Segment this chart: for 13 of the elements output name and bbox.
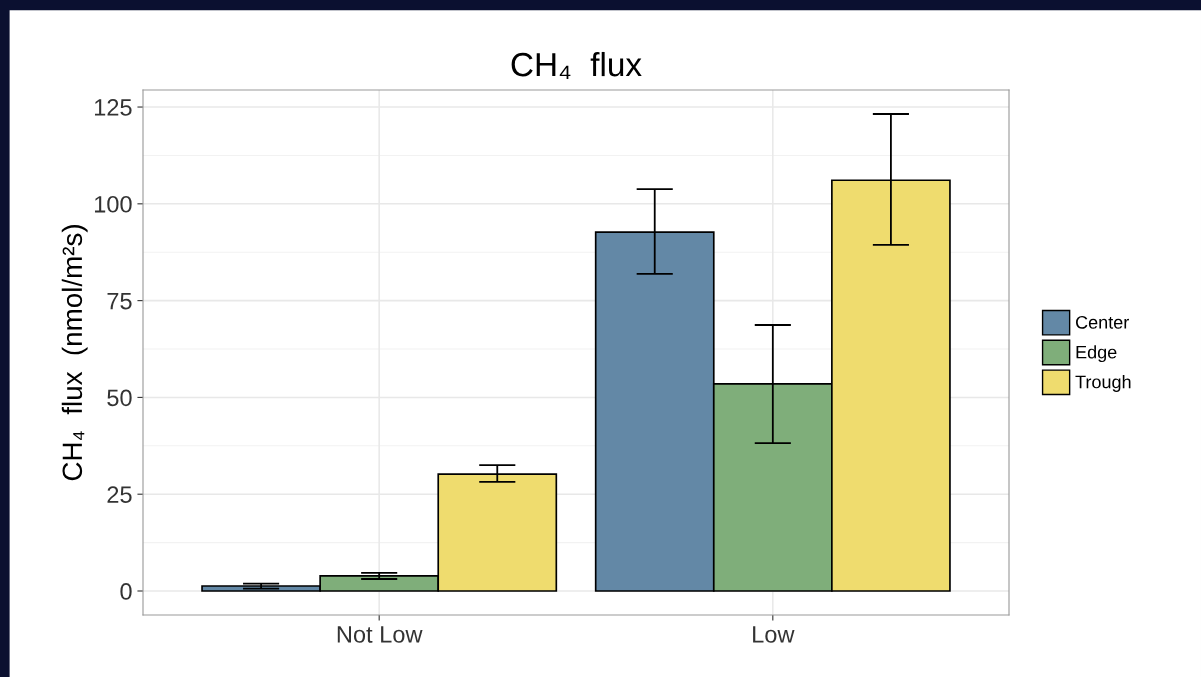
x-tick-label: Low: [753, 626, 795, 643]
y-tick-label: 125: [94, 99, 132, 116]
y-tick-label: 75: [107, 292, 132, 310]
legend-label: Trough: [1075, 375, 1131, 392]
y-axis-title: CH₄ flux (nmol/m²s): [61, 225, 88, 481]
y-tick-label: 50: [107, 389, 132, 407]
legend-label: Edge: [1076, 345, 1117, 363]
y-tick-label: 0: [120, 583, 132, 600]
y-tick-label: 100: [94, 195, 132, 213]
y-tick-label: 25: [107, 486, 132, 503]
legend-label: Center: [1075, 315, 1129, 329]
chart-title: CH₄ flux: [511, 51, 642, 79]
x-tick-label: Not Low: [337, 626, 423, 643]
